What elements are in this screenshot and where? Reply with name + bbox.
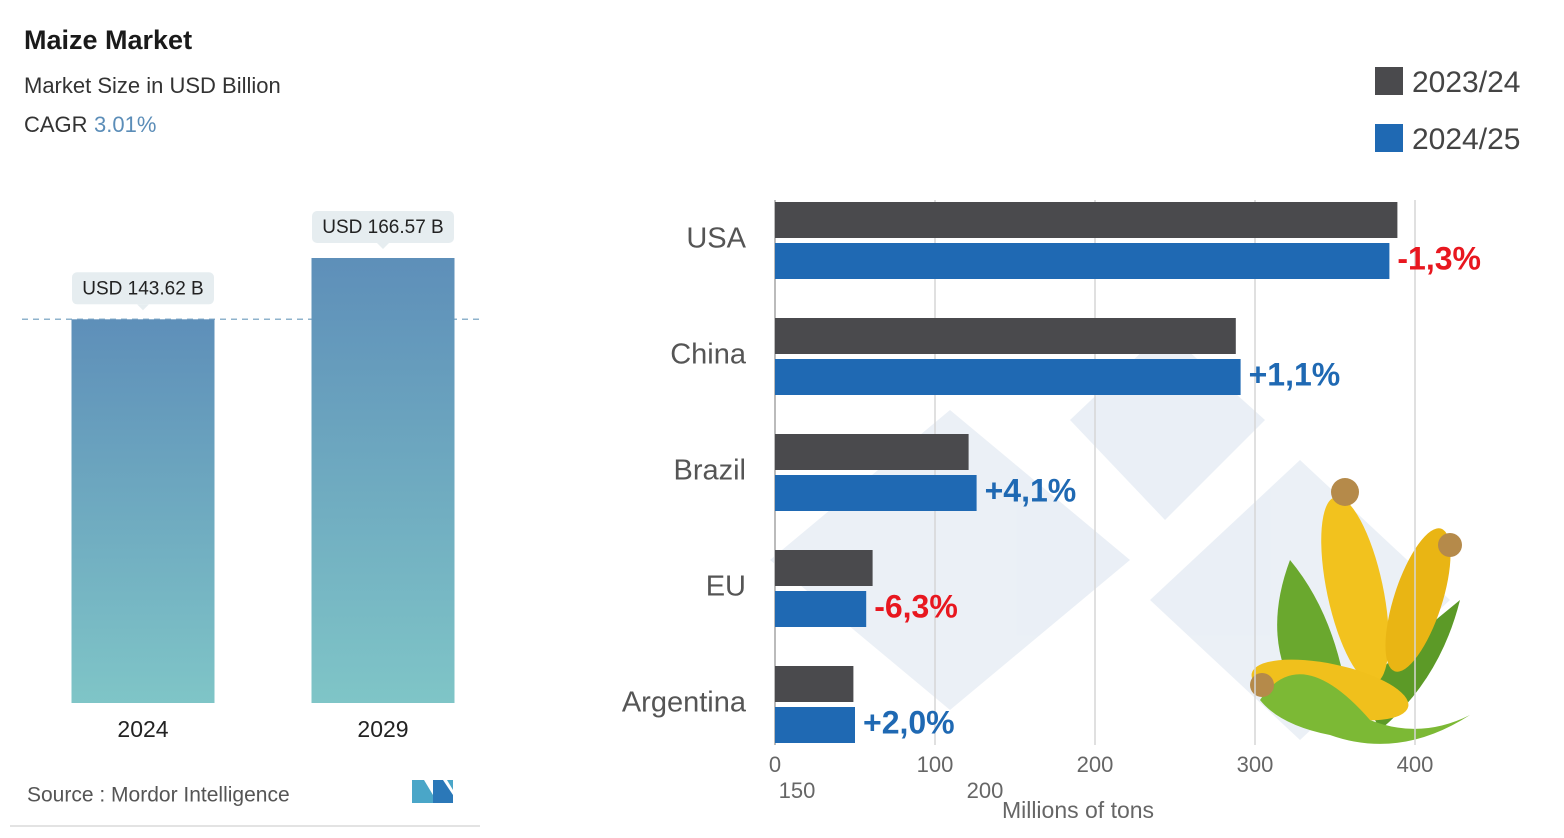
bar [775,318,1236,354]
y-tick-label: Argentina [622,687,747,719]
overlay-text: 200 [967,778,1004,803]
source: Source : Mordor Intelligence [27,784,290,807]
value-label-pointer [137,304,149,311]
x-tick-label: 2024 [117,716,168,742]
bar [775,202,1398,238]
bar [775,666,854,702]
y-tick-label: China [670,339,747,371]
change-label: -1,3% [1397,240,1481,276]
legend-label: 2024/25 [1412,123,1520,156]
value-label-box [312,211,454,243]
chart-subtitle: Market Size in USD Billion [24,73,281,98]
bar [775,243,1390,279]
corn-illustration [1250,478,1470,744]
x-tick-label: 100 [917,752,954,777]
bar [775,550,873,586]
bar [71,319,215,703]
change-label: +4,1% [985,472,1077,508]
value-label-box [72,272,214,305]
cagr-value: 3.01% [94,112,156,137]
value-label: USD 166.57 B [322,217,443,238]
logo [412,780,453,803]
bar [775,591,867,627]
overlay-text: 150 [779,778,816,803]
value-label: USD 143.62 B [82,278,203,299]
bar [775,359,1241,395]
bar [775,434,969,470]
y-tick-label: EU [706,571,746,603]
legend-swatch [1375,124,1403,152]
x-tick-label: 200 [1077,752,1114,777]
x-tick-label: 300 [1237,752,1274,777]
legend-swatch [1375,67,1403,95]
change-label: +1,1% [1249,356,1341,392]
bar [775,475,977,511]
x-tick-label: 400 [1397,752,1434,777]
x-axis-title: Millions of tons [1002,797,1154,823]
legend-label: 2023/24 [1412,66,1520,99]
change-label: +2,0% [863,704,955,740]
change-label: -6,3% [874,588,958,624]
chart-title: Maize Market [24,25,192,55]
value-label-pointer [377,243,389,249]
y-tick-label: USA [686,223,746,255]
cagr-label: CAGR [24,112,88,137]
x-tick-label: 0 [769,752,781,777]
bar [775,707,855,743]
y-tick-label: Brazil [673,455,746,487]
x-tick-label: 2029 [357,716,408,742]
bar [311,258,455,703]
